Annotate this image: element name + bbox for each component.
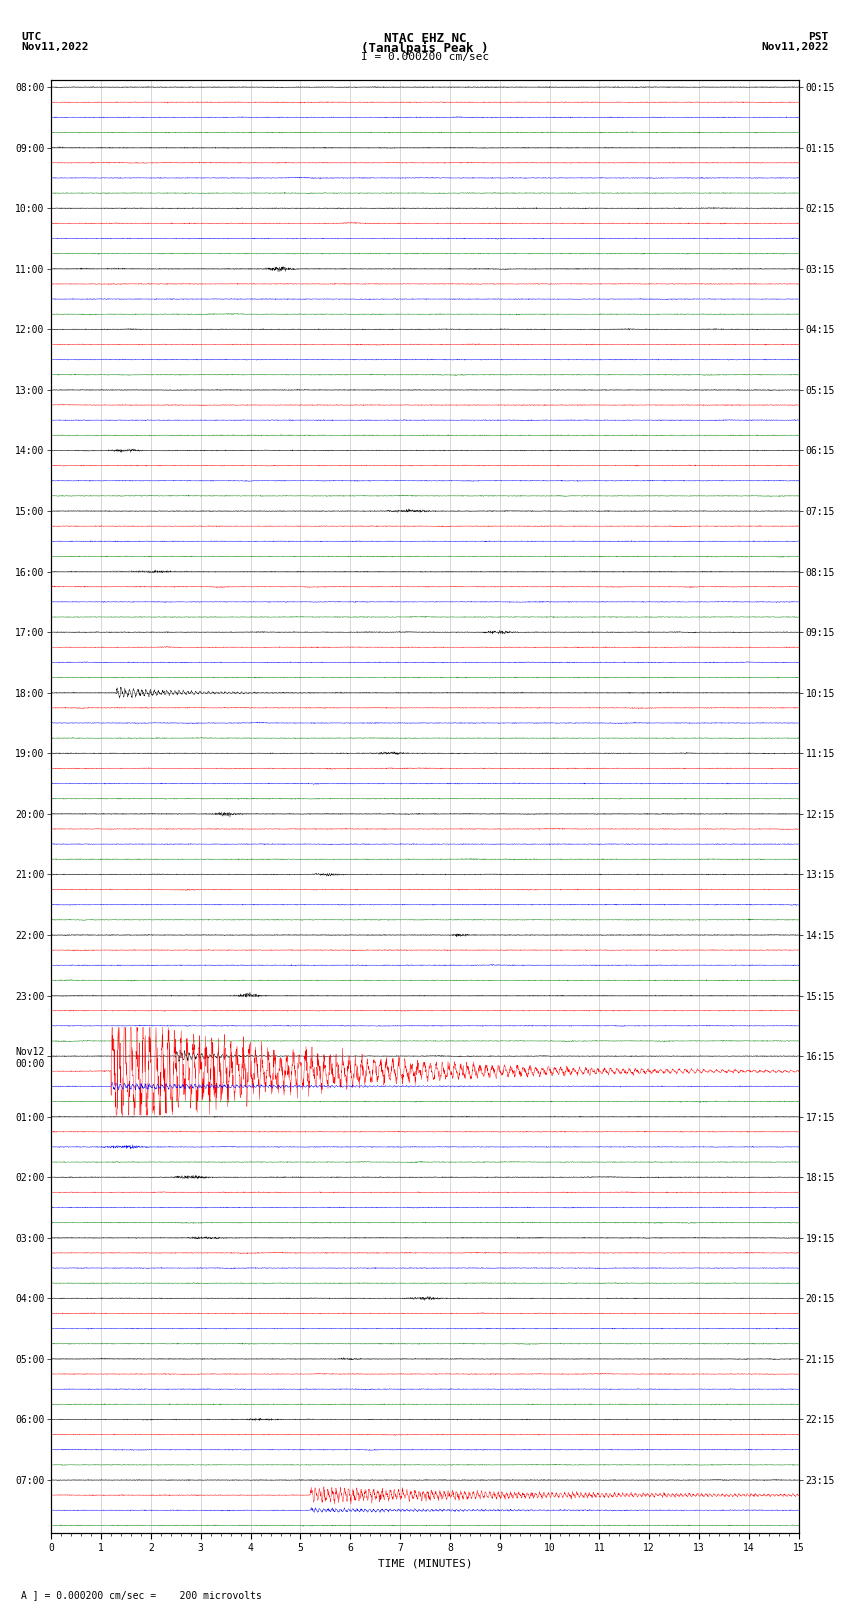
Text: A ] = 0.000200 cm/sec =    200 microvolts: A ] = 0.000200 cm/sec = 200 microvolts [21,1590,262,1600]
X-axis label: TIME (MINUTES): TIME (MINUTES) [377,1560,473,1569]
Text: Nov11,2022: Nov11,2022 [762,42,829,52]
Text: Nov11,2022: Nov11,2022 [21,42,88,52]
Text: I = 0.000200 cm/sec: I = 0.000200 cm/sec [361,52,489,61]
Text: PST: PST [808,32,829,42]
Text: UTC: UTC [21,32,42,42]
Text: NTAC EHZ NC: NTAC EHZ NC [383,32,467,45]
Text: (Tanalpais Peak ): (Tanalpais Peak ) [361,42,489,55]
